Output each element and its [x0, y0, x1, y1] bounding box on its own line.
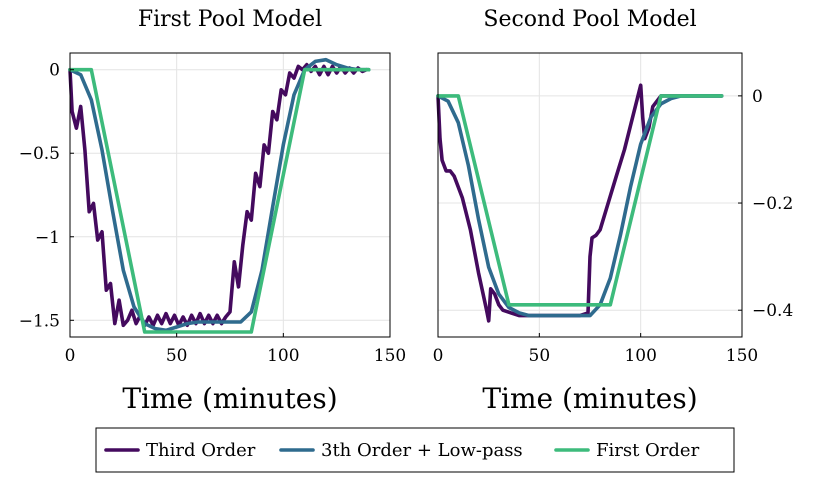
first-pool-chart: 0 50 100 150 0 −0.5 −1 −1.5 First Pool Model Time… [19, 7, 407, 415]
y-tick-label: −0.2 [752, 194, 793, 214]
legend-label: 3th Order + Low-pass [321, 440, 523, 461]
legend-label: Third Order [146, 440, 256, 461]
y-tick-label: −0.4 [752, 301, 793, 321]
y-tick-label: 0 [49, 61, 60, 81]
y-tick-label: −0.5 [19, 144, 60, 164]
x-tick-label: 150 [726, 346, 758, 366]
x-tick-label: 0 [65, 346, 76, 366]
chart-title: Second Pool Model [483, 7, 696, 32]
x-tick-label: 100 [267, 346, 299, 366]
legend-label: First Order [596, 440, 700, 461]
chart-title: First Pool Model [138, 7, 322, 32]
series-line-first-order [436, 94, 724, 307]
x-tick-label: 100 [624, 346, 656, 366]
legend: Third Order 3th Order + Low-pass First Ord… [95, 427, 735, 473]
y-tick-label: −1 [35, 228, 60, 248]
y-tick-label: 0 [752, 87, 763, 107]
plot-frame [69, 52, 391, 338]
x-tick-label: 50 [529, 346, 551, 366]
plot-frame [437, 52, 743, 338]
x-tick-label: 150 [374, 346, 406, 366]
series-line-first-order [68, 67, 371, 334]
x-tick-label: 50 [166, 346, 188, 366]
series-line-third-order [68, 62, 369, 328]
x-axis-label: Time (minutes) [122, 382, 337, 415]
y-tick-label: −1.5 [19, 311, 60, 331]
legend-box [95, 427, 735, 473]
series-line-3th-order-low-pass [436, 94, 724, 318]
second-pool-chart: 0 50 100 150 0 −0.2 −0.4 Second Pool Model Time … [433, 7, 794, 415]
x-axis-label: Time (minutes) [482, 382, 697, 415]
series-line-3th-order-low-pass [68, 57, 371, 333]
x-tick-label: 0 [433, 346, 444, 366]
